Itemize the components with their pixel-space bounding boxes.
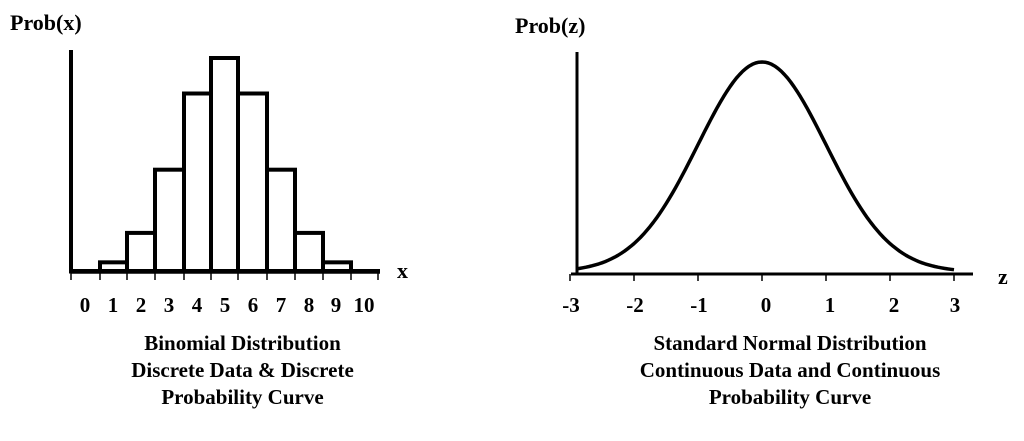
histogram-bar xyxy=(293,230,325,273)
right-x-axis-label: z xyxy=(998,264,1008,289)
right-caption: Standard Normal Distribution Continuous … xyxy=(575,330,1005,411)
right-caption-line3: Probability Curve xyxy=(708,385,872,409)
histogram-bar xyxy=(265,167,297,274)
right-caption-line2: Continuous Data and Continuous xyxy=(639,358,941,382)
left-tick-label: 7 xyxy=(275,293,287,317)
left-caption-line2: Discrete Data & Discrete xyxy=(131,358,354,382)
right-caption-line1: Standard Normal Distribution xyxy=(653,331,927,355)
right-tick-label: -2 xyxy=(626,293,644,317)
left-caption-line1: Binomial Distribution xyxy=(144,331,341,355)
right-tick-label: -3 xyxy=(562,293,580,317)
right-y-axis-label: Prob(z) xyxy=(515,13,586,38)
histogram-bar xyxy=(349,269,380,274)
left-tick-label: 0 xyxy=(79,293,91,317)
right-tick-label: 3 xyxy=(949,293,961,317)
left-y-axis-label: Prob(x) xyxy=(10,10,82,35)
left-tick-label: 9 xyxy=(330,293,342,317)
bell-curve xyxy=(576,60,955,272)
left-tick-label: 5 xyxy=(219,293,231,317)
left-tick-label: 3 xyxy=(163,293,175,317)
histogram-bar xyxy=(321,260,353,273)
left-x-axis-label: x xyxy=(397,258,408,283)
left-tick-label: 8 xyxy=(303,293,315,317)
left-caption: Binomial Distribution Discrete Data & Di… xyxy=(70,330,415,411)
left-tick-label: 2 xyxy=(135,293,147,317)
right-tick-label: 1 xyxy=(824,293,836,317)
right-tick-label: 0 xyxy=(760,293,772,317)
right-tick-label: 2 xyxy=(888,293,900,317)
right-tick-label: -1 xyxy=(690,293,708,317)
left-tick-label: 4 xyxy=(191,293,203,317)
left-tick-label: 6 xyxy=(247,293,259,317)
left-caption-line3: Probability Curve xyxy=(161,385,324,409)
left-tick-label: 10 xyxy=(353,293,375,317)
left-tick-label: 1 xyxy=(107,293,119,317)
